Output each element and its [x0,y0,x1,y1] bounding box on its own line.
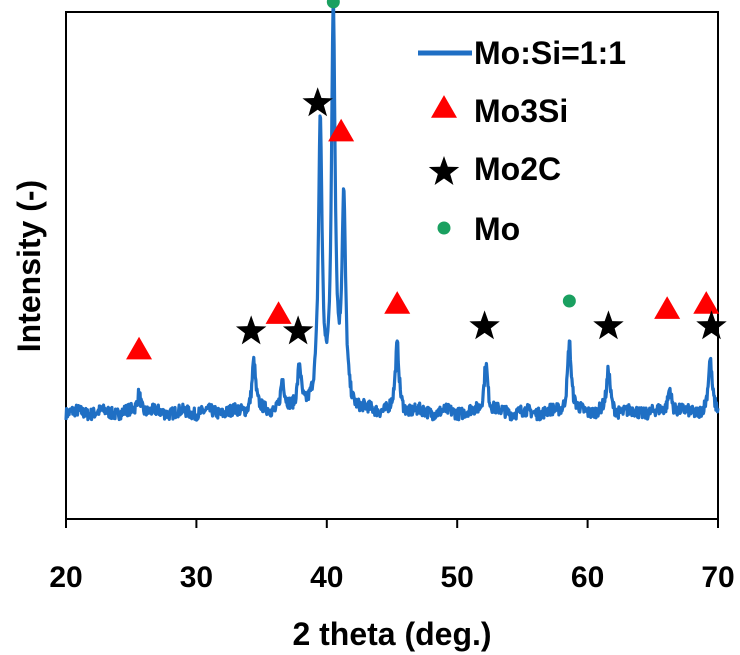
legend-label-series: Mo:Si=1:1 [474,35,626,71]
mo2c-star-marker [235,315,267,345]
mo-circle-marker [326,0,340,9]
x-axis: 20 30 40 50 60 70 [49,519,735,594]
mo3si-triangle-marker [654,296,681,319]
marker-layer [126,0,727,360]
series-line [64,5,720,422]
mo3si-triangle-marker [693,291,720,314]
series-layer [64,5,720,422]
x-tick-label: 60 [571,561,604,594]
mo3si-triangle-marker [126,336,153,360]
legend-triangle-icon [431,95,457,118]
mo2c-star-marker [302,87,333,117]
x-tick-label: 20 [49,561,82,594]
y-axis-title: Intensity (-) [11,180,47,352]
mo2c-star-marker [282,315,314,345]
x-tick-label: 50 [441,561,474,594]
mo3si-triangle-marker [265,301,292,324]
x-tick-label: 70 [701,561,734,594]
mo2c-star-marker [696,310,727,340]
legend: Mo:Si=1:1 Mo3Si Mo2C Mo [418,35,626,247]
mo3si-triangle-marker [384,291,411,314]
legend-label-mo3si: Mo3Si [474,93,568,129]
plot-area [65,11,719,520]
mo2c-star-marker [593,310,624,340]
x-tick-label: 40 [310,561,343,594]
legend-label-mo2c: Mo2C [474,151,561,187]
x-axis-title: 2 theta (deg.) [292,616,491,652]
legend-star-icon [428,156,460,185]
mo3si-triangle-marker [328,118,355,142]
plot-border [65,11,719,520]
mo-circle-marker [562,294,576,308]
x-tick-label: 30 [180,561,213,594]
mo2c-star-marker [469,310,500,340]
legend-circle-icon [437,221,451,235]
legend-label-mo: Mo [474,211,520,247]
